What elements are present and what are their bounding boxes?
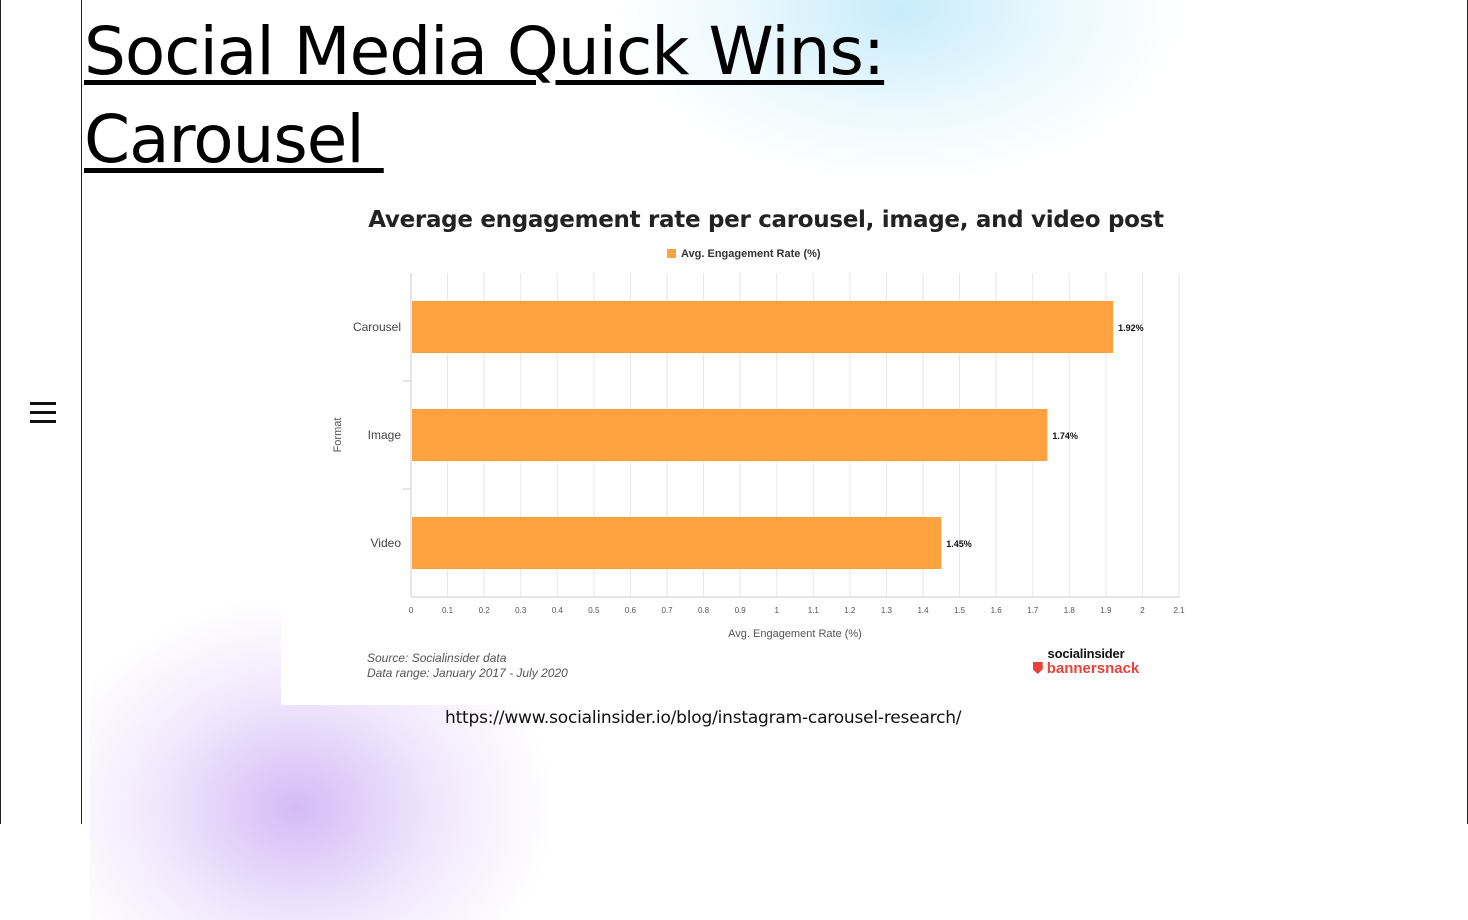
x-tick-label: 1.1 bbox=[808, 606, 820, 615]
data-label: 1.45% bbox=[946, 539, 972, 549]
slide-title: Social Media Quick Wins: Carousel bbox=[84, 8, 885, 184]
y-axis-title: Format bbox=[332, 418, 344, 453]
bar-chart: 0 0.1 0.2 0.3 0.4 0.5 0.6 0.7 0.8 0.9 1 1.1 1.2 1.3 1.… bbox=[332, 273, 1185, 640]
legend-swatch bbox=[667, 249, 676, 258]
x-tick-label: 1.7 bbox=[1027, 606, 1039, 615]
brand-logos: socialinsider bannersnack bbox=[1026, 646, 1146, 677]
background-glow-top bbox=[620, 0, 1180, 180]
x-tick-label: 2 bbox=[1140, 606, 1145, 615]
x-tick-label: 1.2 bbox=[844, 606, 856, 615]
chart-card: Average engagement rate per carousel, im… bbox=[281, 195, 1251, 705]
data-range-line: Data range: January 2017 - July 2020 bbox=[367, 666, 568, 680]
bannersnack-label: bannersnack bbox=[1046, 660, 1140, 677]
sidebar bbox=[0, 0, 82, 824]
x-tick-label: 1.6 bbox=[991, 606, 1003, 615]
slide-title-line1: Social Media Quick Wins: bbox=[84, 13, 885, 90]
chart-title: Average engagement rate per carousel, im… bbox=[368, 207, 1164, 233]
source-line: Source: Socialinsider data bbox=[367, 651, 507, 665]
x-tick-label: 2.1 bbox=[1173, 606, 1185, 615]
y-category-label: Carousel bbox=[353, 320, 401, 334]
source-url-link[interactable]: https://www.socialinsider.io/blog/instag… bbox=[445, 708, 962, 728]
legend-label: Avg. Engagement Rate (%) bbox=[681, 248, 821, 260]
chart-legend: Avg. Engagement Rate (%) bbox=[667, 248, 821, 260]
x-tick-label: 0.4 bbox=[552, 606, 564, 615]
slide-title-line2: Carousel bbox=[84, 101, 384, 178]
bar bbox=[412, 301, 1114, 353]
x-tick-label: 0.2 bbox=[479, 606, 491, 615]
x-tick-label: 1 bbox=[774, 606, 779, 615]
hamburger-menu-icon[interactable] bbox=[30, 402, 56, 424]
bar bbox=[412, 409, 1048, 461]
x-tick-label: 0.5 bbox=[588, 606, 600, 615]
x-tick-label: 0.9 bbox=[735, 606, 747, 615]
x-tick-label: 1.3 bbox=[881, 606, 893, 615]
x-tick-label: 1.9 bbox=[1100, 606, 1112, 615]
x-tick-label: 1.4 bbox=[917, 606, 929, 615]
data-label: 1.92% bbox=[1118, 323, 1144, 333]
x-tick-label: 0.7 bbox=[661, 606, 673, 615]
x-axis-title: Avg. Engagement Rate (%) bbox=[728, 628, 862, 640]
x-tick-label: 1.8 bbox=[1064, 606, 1076, 615]
x-tick-label: 1.5 bbox=[954, 606, 966, 615]
x-tick-label: 0.1 bbox=[442, 606, 454, 615]
y-category-label: Image bbox=[368, 428, 402, 442]
x-tick-label: 0 bbox=[409, 606, 414, 615]
data-label: 1.74% bbox=[1052, 431, 1078, 441]
bannersnack-logo: bannersnack bbox=[1026, 660, 1146, 677]
bar bbox=[412, 517, 942, 569]
socialinsider-logo: socialinsider bbox=[1047, 646, 1125, 661]
bannersnack-mark-icon bbox=[1032, 662, 1043, 674]
chart-source: Source: Socialinsider data Data range: J… bbox=[367, 651, 568, 681]
y-category-label: Video bbox=[371, 536, 402, 550]
x-tick-label: 0.3 bbox=[515, 606, 527, 615]
x-tick-label: 0.6 bbox=[625, 606, 637, 615]
x-tick-label: 0.8 bbox=[698, 606, 710, 615]
